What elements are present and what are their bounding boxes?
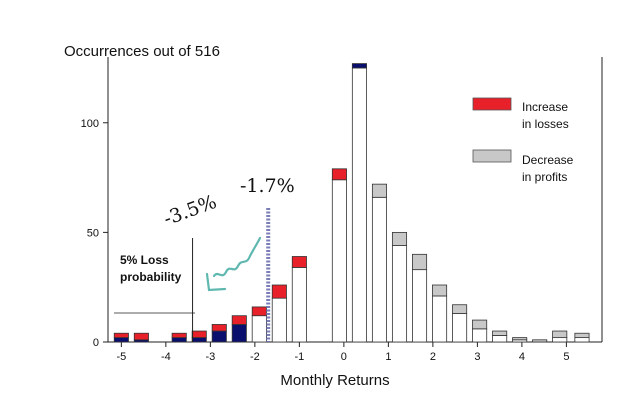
legend-swatch-red bbox=[472, 97, 512, 111]
hand-label-minus-1-7: -1.7% bbox=[240, 175, 295, 197]
bar-gray-segment bbox=[391, 231, 408, 246]
bar-gray-segment bbox=[492, 330, 508, 336]
bar-white-segment bbox=[472, 328, 488, 343]
bar-red-segment bbox=[271, 284, 287, 299]
bar-navy-segment bbox=[171, 337, 187, 343]
bar-navy-segment bbox=[191, 337, 207, 343]
bar-navy-segment bbox=[113, 337, 129, 343]
loss-prob-line2: probability bbox=[120, 270, 182, 284]
bar-white-segment bbox=[391, 245, 408, 343]
bar-gray-segment bbox=[512, 337, 528, 341]
legend-swatch-gray bbox=[472, 149, 512, 163]
bar-white-segment bbox=[251, 315, 267, 343]
y-tick-label: 0 bbox=[93, 337, 99, 349]
bar-white-segment bbox=[452, 313, 468, 343]
chart-title: Occurrences out of 516 bbox=[64, 43, 220, 60]
bar-red-segment bbox=[113, 332, 129, 339]
bar-navy-segment bbox=[231, 324, 247, 343]
bar-gray-segment bbox=[552, 330, 568, 339]
y-tick-label: 100 bbox=[81, 118, 99, 130]
bar-gray-segment bbox=[472, 319, 488, 330]
x-tick-label: 5 bbox=[563, 351, 569, 363]
bar-red-segment bbox=[211, 324, 227, 332]
bar-red-segment bbox=[133, 332, 149, 341]
bar-red-segment bbox=[171, 332, 187, 339]
bar-gray-segment bbox=[532, 339, 548, 343]
squiggle-arrow bbox=[205, 236, 262, 292]
bar-white-segment bbox=[412, 269, 428, 343]
x-tick-label: 2 bbox=[430, 351, 436, 363]
legend-label-decrease: Decrease bbox=[522, 153, 574, 167]
bar-red-segment bbox=[251, 306, 267, 317]
y-tick-label: 50 bbox=[87, 227, 99, 239]
legend-label-increase: Increase bbox=[522, 100, 568, 114]
loss-prob-line1: 5% Loss bbox=[120, 253, 169, 267]
bar-white-segment bbox=[552, 337, 568, 343]
bar-navy-segment bbox=[351, 63, 367, 69]
bar-white-segment bbox=[351, 67, 367, 343]
bar-white-segment bbox=[271, 297, 287, 343]
legend: Increase in losses Decrease in profits bbox=[472, 97, 574, 184]
x-tick-label: 4 bbox=[519, 351, 525, 363]
bar-red-segment bbox=[291, 256, 307, 268]
x-tick-label: 0 bbox=[341, 351, 347, 363]
hand-label-minus-3-5: -3.5% bbox=[161, 191, 220, 230]
bar-white-segment bbox=[432, 295, 448, 343]
x-tick-label: 1 bbox=[385, 351, 391, 363]
bar-white-segment bbox=[371, 196, 387, 343]
x-tick-label: 3 bbox=[474, 351, 480, 363]
bar-red-segment bbox=[231, 315, 247, 325]
x-tick-label: -3 bbox=[205, 351, 215, 363]
bar-navy-segment bbox=[211, 330, 227, 343]
annotations: 5% Loss probability -3.5% -1.7% bbox=[114, 175, 295, 342]
bar-gray-segment bbox=[412, 253, 428, 271]
bar-white-segment bbox=[291, 267, 307, 343]
bar-white-segment bbox=[492, 335, 508, 343]
x-tick-label: -1 bbox=[294, 351, 304, 363]
bar-red-segment bbox=[331, 168, 347, 181]
bar-gray-segment bbox=[452, 304, 468, 314]
bar-white-segment bbox=[574, 337, 590, 343]
x-tick-label: -4 bbox=[161, 351, 171, 363]
bar-red-segment bbox=[191, 330, 207, 339]
legend-label-in-losses: in losses bbox=[522, 117, 569, 131]
x-axis-label: Monthly Returns bbox=[280, 372, 389, 389]
x-tick-label: -2 bbox=[250, 351, 260, 363]
bar-gray-segment bbox=[574, 332, 590, 339]
x-tick-label: -5 bbox=[116, 351, 126, 363]
bar-gray-segment bbox=[432, 284, 448, 297]
bar-gray-segment bbox=[371, 183, 387, 198]
bar-white-segment bbox=[331, 179, 347, 343]
legend-label-in-profits: in profits bbox=[522, 170, 567, 184]
